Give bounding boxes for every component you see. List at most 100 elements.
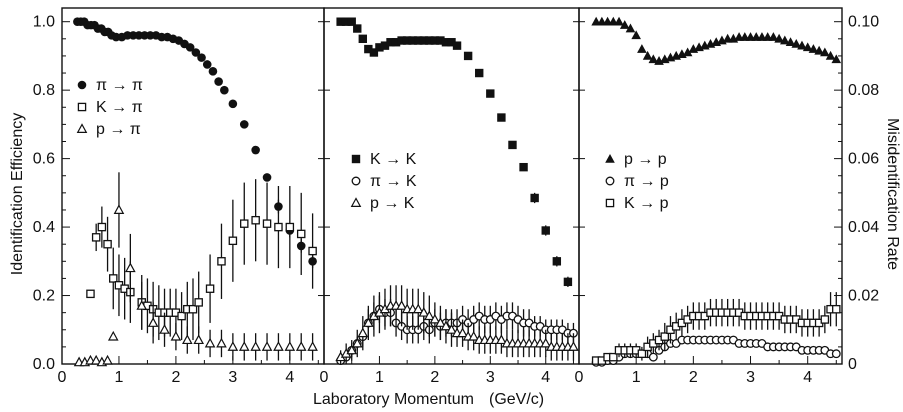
- data-point: [435, 317, 446, 327]
- data-point: [468, 330, 479, 341]
- data-point: [625, 23, 636, 33]
- legends: π → π K → π p → π K → K π → K p → K p → p π → p…: [76, 77, 669, 212]
- data-point: [780, 35, 790, 45]
- data-point: [214, 77, 223, 86]
- data-point: [251, 215, 260, 225]
- data-point: [274, 222, 283, 232]
- legend-label: K → K: [370, 151, 417, 168]
- data-point: [774, 33, 784, 43]
- x-tick-label: 0: [575, 369, 584, 386]
- right-y-tick-label: 0.04: [848, 219, 879, 236]
- legend-label: p → p: [624, 151, 667, 168]
- data-point: [113, 204, 125, 214]
- data-point: [619, 20, 630, 29]
- data-point: [185, 43, 195, 52]
- x-tick-label: 4: [541, 369, 550, 386]
- data-point: [188, 304, 198, 314]
- right-y-tick-label: 0.10: [848, 14, 879, 31]
- data-point: [220, 85, 229, 95]
- data-point: [820, 315, 830, 324]
- data-point: [380, 41, 390, 50]
- y-axis-right-label: Misidentification Rate: [884, 118, 901, 270]
- data-point: [204, 337, 216, 348]
- data-point: [216, 337, 227, 348]
- data-point: [552, 257, 562, 266]
- data-point: [97, 222, 107, 232]
- legend-label: π → p: [624, 173, 669, 190]
- data-point: [447, 38, 456, 47]
- legend-label: p → π: [96, 121, 141, 138]
- data-point: [660, 332, 670, 341]
- left-y-tick-label: 0.6: [33, 151, 55, 168]
- data-point: [802, 42, 813, 52]
- data-point: [424, 310, 435, 321]
- legend-label: π → K: [370, 173, 417, 190]
- panel-frames: [61, 7, 843, 365]
- x-tick-label: 1: [115, 369, 124, 386]
- data-point: [463, 51, 473, 61]
- legend-marker: [350, 197, 362, 207]
- data-point: [202, 60, 212, 69]
- data-point: [530, 193, 539, 203]
- data-point: [102, 354, 113, 365]
- data-point: [396, 300, 407, 310]
- y-axis-left-label: Identification Efficiency: [9, 113, 26, 275]
- x-axis-unit: (GeV/c): [489, 391, 544, 408]
- data-point: [197, 53, 206, 62]
- x-axis-label: Laboratory Momentum: [313, 391, 474, 408]
- data-point: [682, 47, 693, 57]
- data-point: [418, 306, 430, 317]
- data-point: [284, 341, 296, 351]
- x-tick-label: 0: [320, 369, 329, 386]
- legend-marker: [77, 102, 87, 112]
- data-point: [250, 341, 261, 351]
- x-tick-label: 2: [171, 369, 180, 386]
- data-point: [375, 43, 384, 52]
- x-tick-label: 2: [430, 369, 439, 386]
- data-point: [457, 327, 468, 338]
- x-tick-label: 4: [803, 369, 812, 386]
- legend-marker: [605, 176, 615, 186]
- data-point: [808, 44, 819, 53]
- data-point: [251, 145, 260, 155]
- data-point: [814, 45, 824, 55]
- data-point: [797, 40, 807, 50]
- data-point: [631, 30, 641, 40]
- data-point: [194, 298, 203, 307]
- data-point: [519, 162, 528, 172]
- data-point: [238, 341, 250, 351]
- data-point: [228, 99, 238, 109]
- data-point: [191, 48, 201, 57]
- legend-label: p → K: [370, 195, 415, 212]
- data-point: [239, 120, 249, 129]
- data-point: [425, 36, 434, 45]
- data-point: [358, 34, 368, 44]
- data-point: [397, 36, 406, 45]
- data-point: [103, 239, 112, 249]
- data-point: [353, 24, 362, 33]
- data-point: [430, 36, 440, 45]
- data-point: [785, 37, 796, 47]
- data-point: [497, 113, 506, 122]
- data-point: [363, 317, 374, 327]
- x-tick-label: 3: [486, 369, 495, 386]
- data-point: [452, 41, 462, 50]
- legend-marker: [351, 176, 361, 186]
- data-point: [125, 262, 136, 273]
- data-point: [820, 47, 830, 57]
- right-y-tick-label: 0.08: [848, 82, 879, 99]
- data-point: [159, 324, 170, 334]
- data-point: [614, 16, 624, 26]
- data-point: [563, 277, 573, 287]
- data-point: [205, 284, 215, 293]
- data-point: [227, 341, 239, 351]
- data-point: [136, 300, 148, 310]
- data-point: [262, 219, 272, 228]
- data-point: [273, 341, 284, 351]
- data-point: [347, 17, 356, 26]
- legend-marker: [605, 198, 615, 208]
- data-point: [91, 233, 101, 242]
- data-point: [768, 32, 779, 41]
- data-point: [648, 352, 658, 362]
- data-point: [412, 303, 424, 314]
